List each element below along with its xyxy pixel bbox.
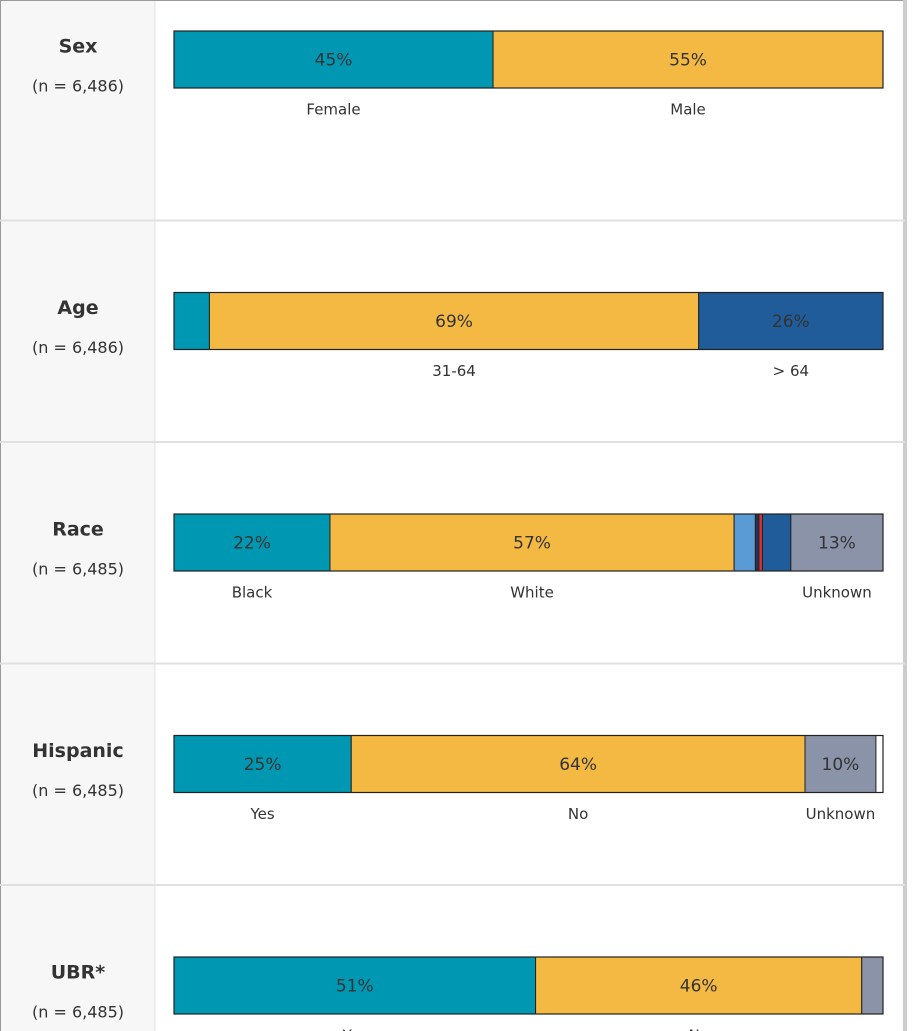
row-title: UBR*	[51, 962, 106, 984]
segment-category-label: No	[568, 805, 588, 823]
bar-outline	[173, 30, 884, 89]
segment-category-label: > 64	[773, 362, 809, 380]
segment-value-label: 51%	[336, 977, 374, 997]
segment-category-label: Unknown	[802, 584, 872, 602]
segment-category-label: Yes	[342, 1027, 367, 1031]
segment-category-label: Yes	[250, 805, 275, 823]
bar-segment	[733, 513, 756, 572]
segment-value-label: 55%	[669, 51, 707, 71]
bar-segment	[761, 513, 792, 572]
row-title: Age	[57, 297, 98, 319]
segment-category-label: No	[688, 1027, 708, 1031]
segment-category-label: Male	[670, 101, 706, 119]
row-title: Hispanic	[32, 740, 123, 762]
segment-value-label: 57%	[513, 534, 551, 554]
segment-category-label: White	[510, 584, 554, 602]
bar-outline	[173, 734, 884, 794]
segment-category-label: Unknown	[806, 805, 876, 823]
bar-outline	[173, 956, 884, 1015]
segment-category-label: Female	[306, 101, 360, 119]
row-subtitle: (n = 6,486)	[32, 77, 124, 96]
row-subtitle: (n = 6,486)	[32, 338, 124, 357]
bar-segment	[173, 735, 352, 793]
segment-category-label: Black	[232, 584, 273, 602]
row-subtitle: (n = 6,485)	[32, 781, 124, 800]
row-subtitle: (n = 6,485)	[32, 1003, 124, 1022]
segment-value-label: 64%	[559, 755, 597, 775]
bar-segment	[861, 956, 884, 1015]
bar-segment	[804, 735, 877, 793]
bar-segment	[758, 513, 763, 572]
bar-segment	[754, 513, 760, 572]
row-title: Race	[52, 519, 104, 541]
bar-segment	[535, 956, 863, 1015]
bar-outline	[173, 513, 884, 572]
segment-value-label: 45%	[315, 51, 353, 71]
segment-value-label: 26%	[772, 312, 810, 332]
segment-value-label: 25%	[244, 755, 282, 775]
bar-segment	[350, 735, 806, 793]
segment-value-label: 22%	[233, 534, 271, 554]
label-column	[0, 0, 155, 1031]
bar-segment	[173, 292, 210, 350]
bar-segment	[173, 30, 494, 89]
bar-segment	[173, 956, 537, 1015]
segment-value-label: 46%	[680, 977, 718, 997]
segment-value-label: 69%	[435, 312, 473, 332]
segment-category-label: 31-64	[432, 362, 476, 380]
segment-value-label: 10%	[822, 755, 860, 775]
row-subtitle: (n = 6,485)	[32, 560, 124, 579]
bar-outline	[173, 291, 884, 351]
segment-value-label: 13%	[818, 534, 856, 554]
row-title: Sex	[59, 36, 98, 58]
